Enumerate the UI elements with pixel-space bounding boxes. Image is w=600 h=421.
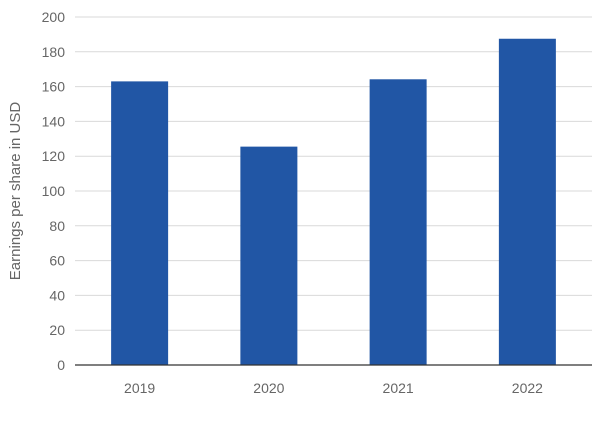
bar-2019 <box>111 81 169 365</box>
x-tick-label: 2022 <box>512 380 543 396</box>
bar-2022 <box>498 38 556 365</box>
y-tick-label: 0 <box>57 357 65 373</box>
bars <box>111 38 556 366</box>
y-tick-label: 80 <box>49 218 65 234</box>
y-axis-title: Earnings per share in USD <box>7 102 24 281</box>
y-tick-label: 140 <box>42 113 66 129</box>
x-axis-tick-labels: 2019 2020 2021 2022 <box>124 380 543 396</box>
x-tick-label: 2021 <box>383 380 414 396</box>
y-axis-tick-labels: 0 20 40 60 80 100 120 140 160 180 200 <box>42 9 66 373</box>
y-tick-label: 40 <box>49 287 65 303</box>
y-tick-label: 200 <box>42 9 66 25</box>
y-tick-label: 60 <box>49 253 65 269</box>
y-tick-label: 180 <box>42 44 66 60</box>
bar-2021 <box>369 79 427 366</box>
y-tick-label: 20 <box>49 322 65 338</box>
y-tick-label: 120 <box>42 148 66 164</box>
x-tick-label: 2019 <box>124 380 155 396</box>
bar-2020 <box>240 146 298 365</box>
x-tick-label: 2020 <box>253 380 284 396</box>
y-tick-label: 160 <box>42 79 66 95</box>
y-tick-label: 100 <box>42 183 66 199</box>
